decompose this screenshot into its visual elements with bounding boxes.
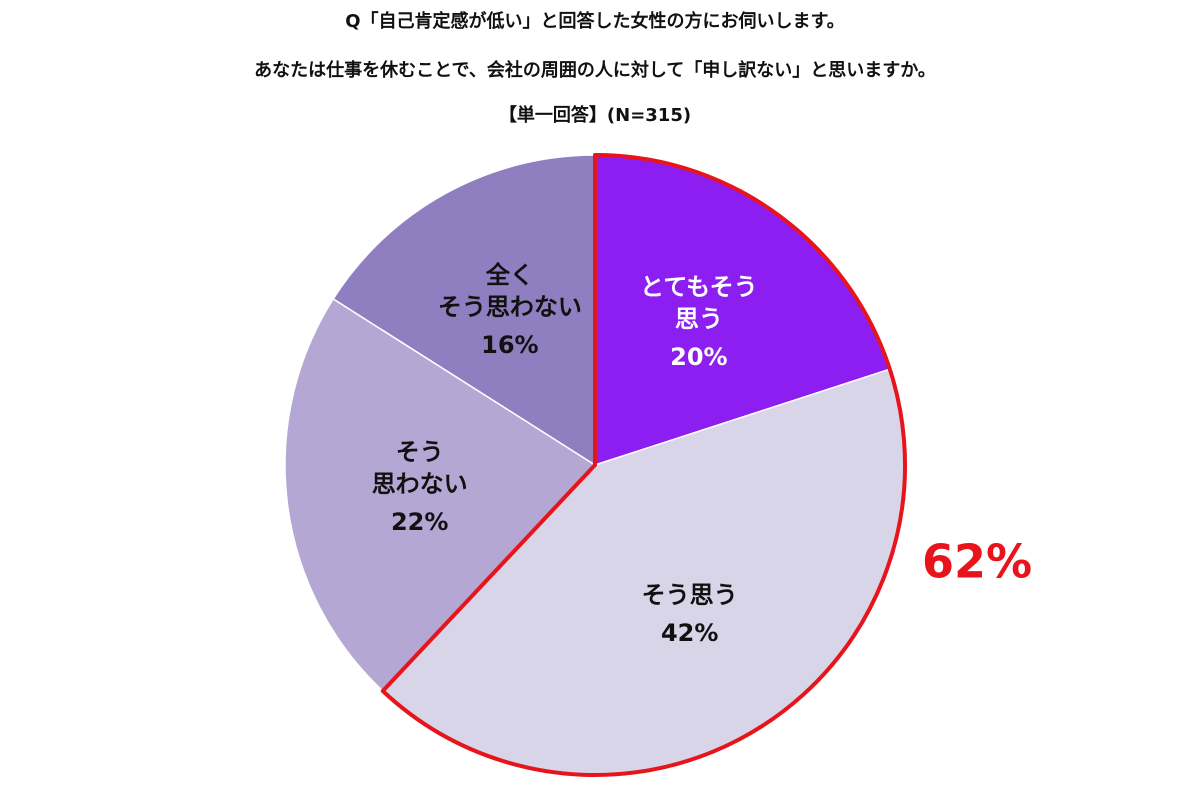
value-label: 16% [481,331,538,359]
chart-note: 【単一回答】(N=315) [499,104,691,126]
slice-label: とてもそう思う [640,273,758,333]
slice-label: そう思わない [372,438,468,498]
value-label: 42% [661,619,718,647]
slice-label: そう思う [642,581,738,609]
value-label: 22% [391,508,448,536]
pie-slice [332,154,596,467]
chart-title: Q「自己肯定感が低い」と回答した女性の方にお伺いします。 [345,10,845,32]
annotation: 62% [922,535,1032,589]
highlight-outline [380,153,907,777]
value-label: 20% [670,343,727,371]
slice-label: 全くそう思わない [438,261,582,321]
pie-slice [284,297,597,693]
chart-subtitle: あなたは仕事を休むことで、会社の周囲の人に対して「申し訳ない」と思いますか。 [254,59,936,81]
